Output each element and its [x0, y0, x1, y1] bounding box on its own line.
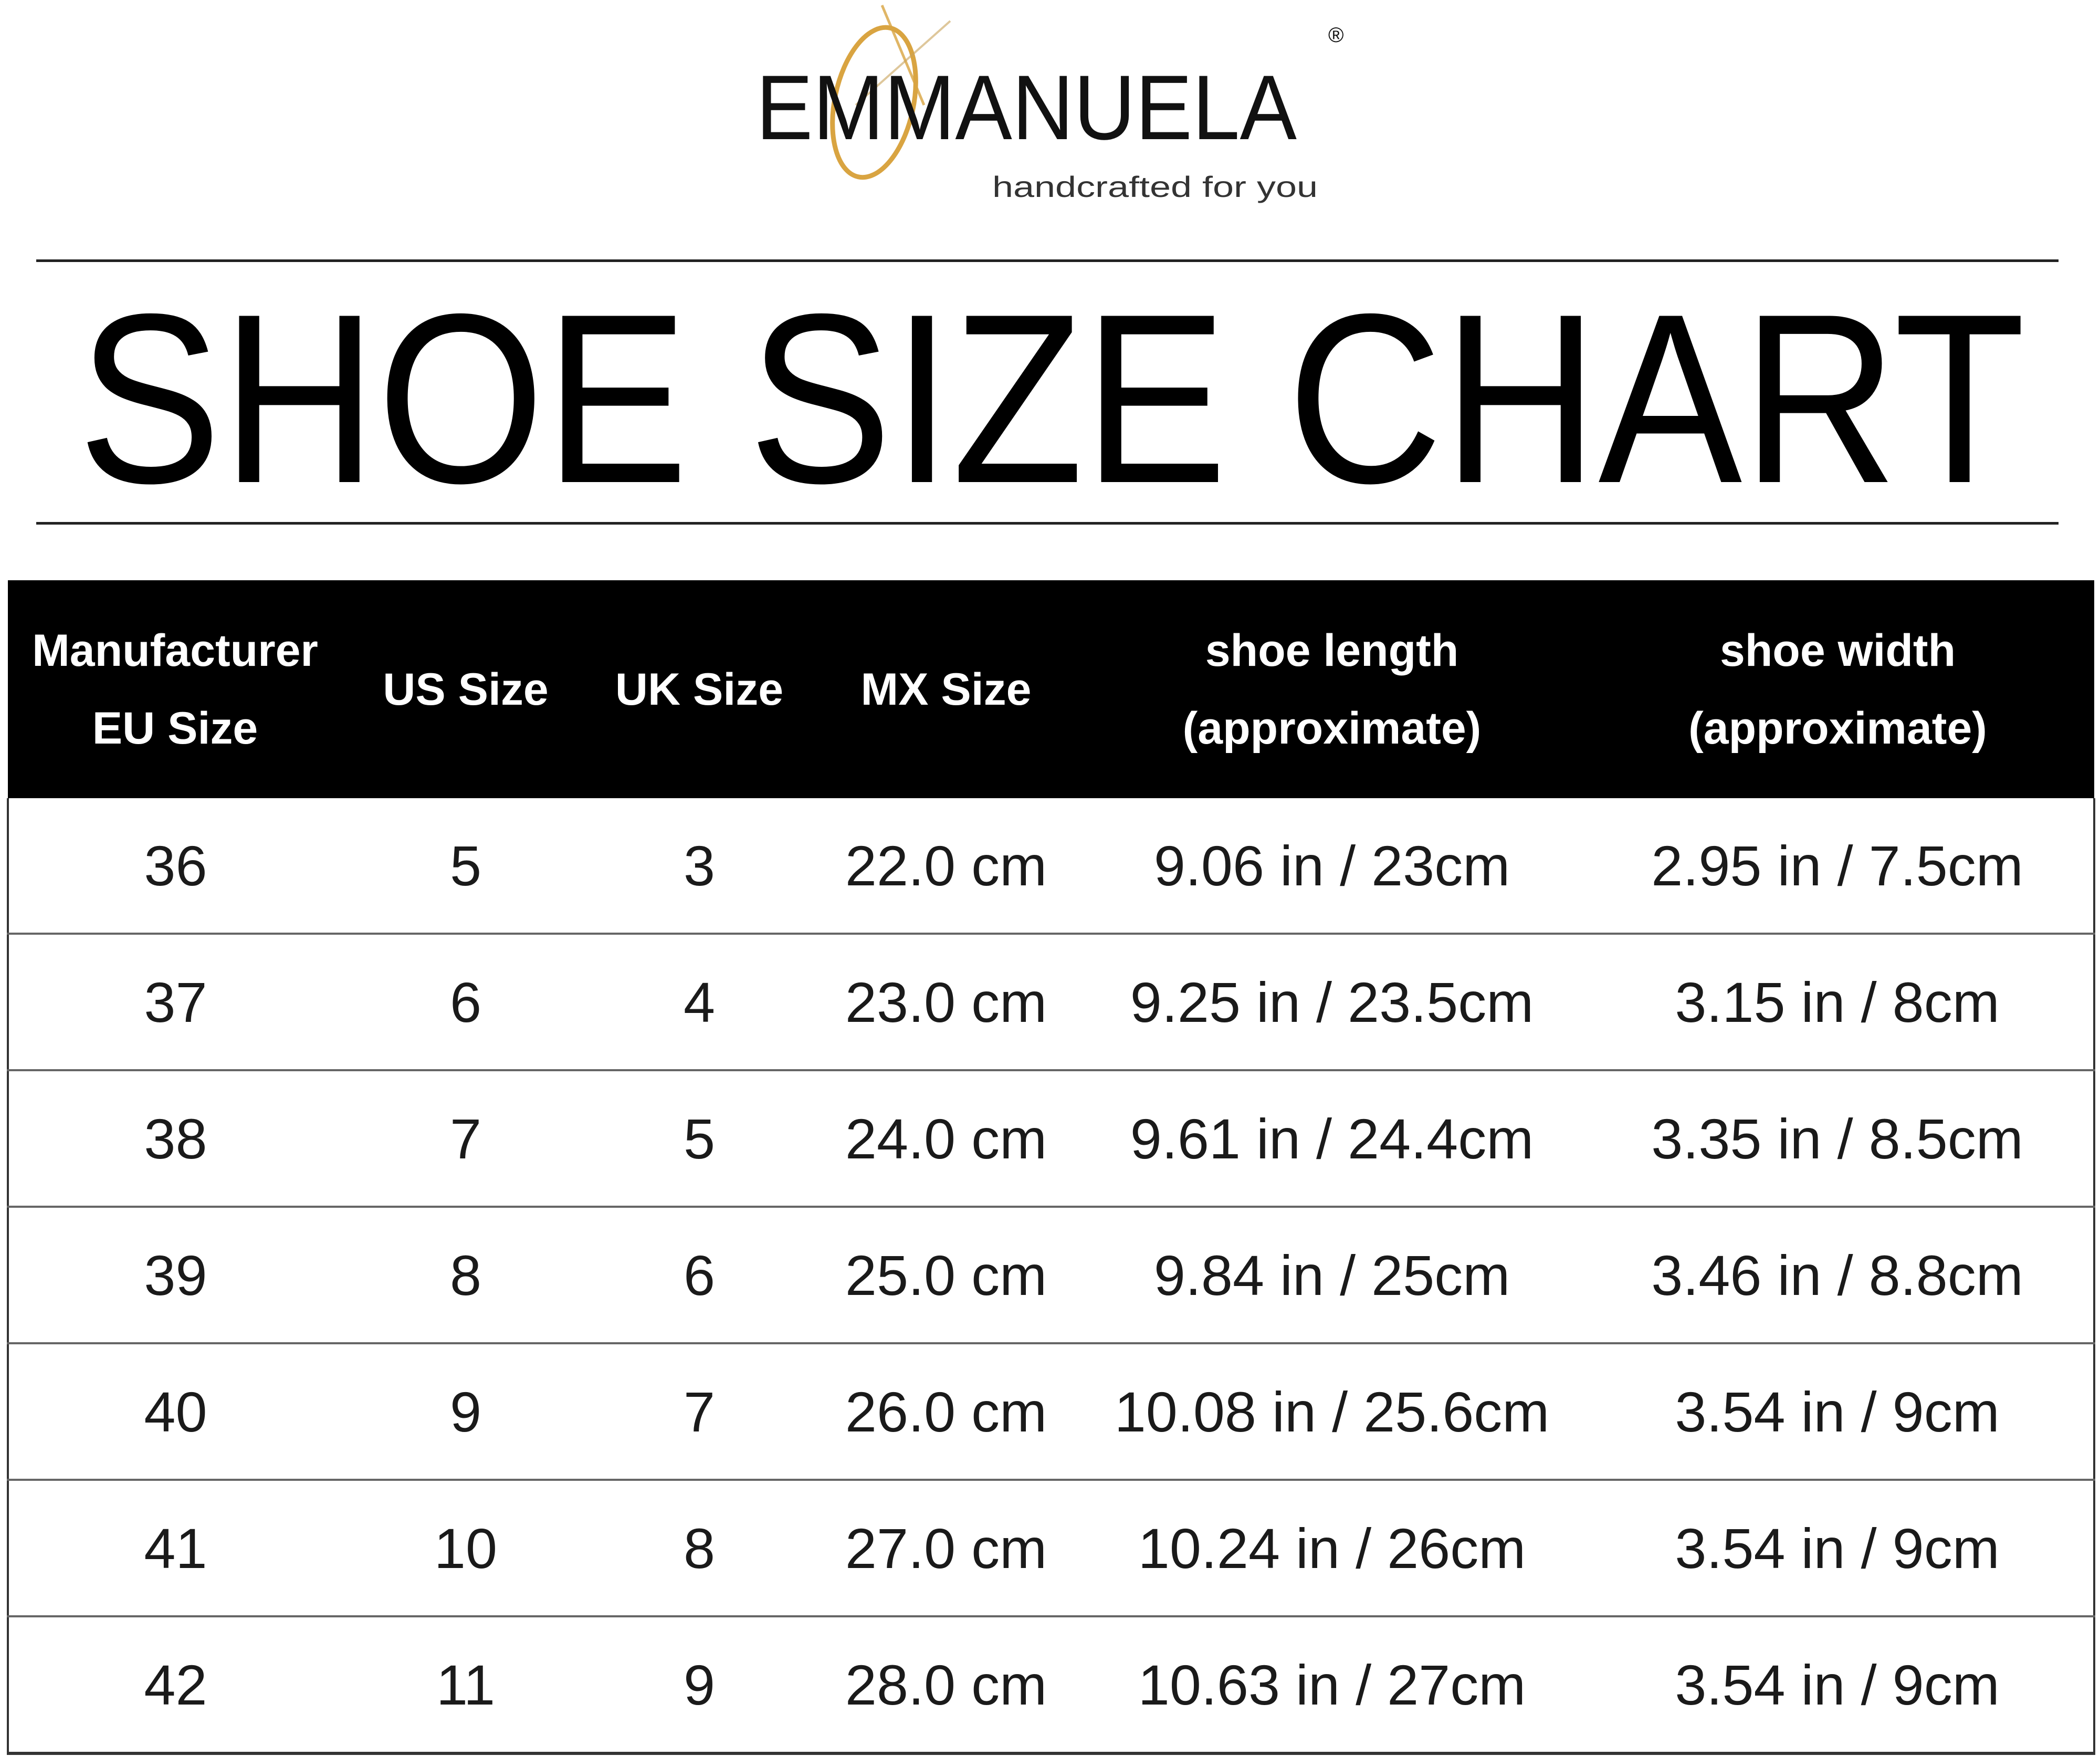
cell-eu-size: 41 — [7, 1480, 342, 1617]
cell-eu-size: 37 — [7, 934, 342, 1071]
cell-mx-size: 24.0 cm — [810, 1070, 1083, 1208]
cell-us-size: 11 — [342, 1616, 589, 1755]
cell-us-size: 5 — [342, 798, 589, 935]
cell-shoe-length: 9.84 in / 25cm — [1083, 1207, 1581, 1344]
logo-spark-icon — [880, 5, 926, 106]
cell-shoe-width: 3.46 in / 8.8cm — [1581, 1207, 2095, 1344]
cell-shoe-length: 9.61 in / 24.4cm — [1083, 1070, 1581, 1208]
cell-uk-size: 6 — [589, 1207, 810, 1344]
table-row: 41 10 8 27.0 cm 10.24 in / 26cm 3.54 in / 9cm — [7, 1480, 2095, 1617]
column-header-eu-size: Manufacturer EU Size — [8, 580, 342, 798]
cell-shoe-width: 3.15 in / 8cm — [1581, 934, 2095, 1071]
table-row: 40 9 7 26.0 cm 10.08 in / 25.6cm 3.54 in / 9c… — [7, 1343, 2095, 1481]
column-header-mx-size: MX Size — [810, 580, 1083, 798]
cell-mx-size: 26.0 cm — [810, 1343, 1083, 1481]
column-header-line: shoe length — [1205, 625, 1459, 676]
cell-uk-size: 9 — [589, 1616, 810, 1755]
table-row: 37 6 4 23.0 cm 9.25 in / 23.5cm 3.15 in / 8cm — [7, 934, 2095, 1071]
cell-uk-size: 7 — [589, 1343, 810, 1481]
size-chart-table: Manufacturer EU Size US Size UK Size MX Size… — [7, 580, 2095, 1755]
cell-mx-size: 28.0 cm — [810, 1616, 1083, 1755]
cell-uk-size: 3 — [589, 798, 810, 935]
table-header-row: Manufacturer EU Size US Size UK Size MX Size… — [8, 580, 2094, 798]
bottom-divider — [36, 522, 2059, 525]
cell-shoe-length: 10.08 in / 25.6cm — [1083, 1343, 1581, 1481]
cell-mx-size: 27.0 cm — [810, 1480, 1083, 1617]
column-header-uk-size: UK Size — [589, 580, 810, 798]
cell-eu-size: 42 — [7, 1616, 342, 1755]
logo-brand-text: EMMANUELA — [756, 57, 1297, 159]
column-header-shoe-length: shoe length (approximate) — [1083, 580, 1581, 798]
column-header-line: (approximate) — [1688, 703, 1987, 754]
column-header-line: Manufacturer — [32, 625, 318, 676]
page-title-text: SHOE SIZE CHART — [78, 294, 2025, 504]
logo-ring-icon — [830, 25, 918, 180]
cell-mx-size: 23.0 cm — [810, 934, 1083, 1071]
table-row: 39 8 6 25.0 cm 9.84 in / 25cm 3.46 in / 8.8cm — [7, 1207, 2095, 1344]
table-row: 36 5 3 22.0 cm 9.06 in / 23cm 2.95 in / 7.5cm — [7, 798, 2095, 935]
cell-eu-size: 39 — [7, 1207, 342, 1344]
top-divider — [36, 259, 2059, 262]
cell-shoe-length: 10.63 in / 27cm — [1083, 1616, 1581, 1755]
cell-us-size: 10 — [342, 1480, 589, 1617]
cell-uk-size: 4 — [589, 934, 810, 1071]
cell-shoe-width: 3.54 in / 9cm — [1581, 1616, 2095, 1755]
cell-shoe-length: 9.06 in / 23cm — [1083, 798, 1581, 935]
column-header-line: EU Size — [92, 703, 258, 754]
cell-us-size: 9 — [342, 1343, 589, 1481]
page-title: SHOE SIZE CHART — [78, 294, 2025, 504]
cell-shoe-width: 2.95 in / 7.5cm — [1581, 798, 2095, 935]
cell-uk-size: 5 — [589, 1070, 810, 1208]
cell-eu-size: 36 — [7, 798, 342, 935]
table-row: 38 7 5 24.0 cm 9.61 in / 24.4cm 3.35 in / 8.5… — [7, 1070, 2095, 1208]
cell-shoe-width: 3.54 in / 9cm — [1581, 1480, 2095, 1617]
cell-shoe-width: 3.54 in / 9cm — [1581, 1343, 2095, 1481]
cell-us-size: 6 — [342, 934, 589, 1071]
cell-shoe-width: 3.35 in / 8.5cm — [1581, 1070, 2095, 1208]
cell-us-size: 7 — [342, 1070, 589, 1208]
logo-tagline: handcrafted for you — [992, 170, 1318, 203]
table-row: 42 11 9 28.0 cm 10.63 in / 27cm 3.54 in / 9cm — [7, 1616, 2095, 1755]
cell-shoe-length: 9.25 in / 23.5cm — [1083, 934, 1581, 1071]
column-header-shoe-width: shoe width (approximate) — [1581, 580, 2094, 798]
cell-eu-size: 40 — [7, 1343, 342, 1481]
column-header-us-size: US Size — [342, 580, 589, 798]
registered-mark: ® — [1328, 24, 1343, 47]
brand-logo: EMMANUELA ® handcrafted for you — [756, 5, 1343, 203]
cell-mx-size: 22.0 cm — [810, 798, 1083, 935]
column-header-line: US Size — [383, 664, 549, 715]
cell-uk-size: 8 — [589, 1480, 810, 1617]
column-header-line: MX Size — [860, 664, 1032, 715]
cell-mx-size: 25.0 cm — [810, 1207, 1083, 1344]
logo-spark-icon-2 — [855, 20, 951, 106]
cell-eu-size: 38 — [7, 1070, 342, 1208]
column-header-line: UK Size — [615, 664, 784, 715]
column-header-line: shoe width — [1719, 625, 1956, 676]
cell-shoe-length: 10.24 in / 26cm — [1083, 1480, 1581, 1617]
cell-us-size: 8 — [342, 1207, 589, 1344]
column-header-line: (approximate) — [1182, 703, 1482, 754]
